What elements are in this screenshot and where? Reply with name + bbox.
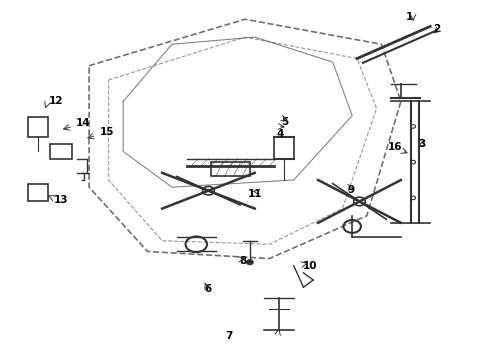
Text: 10: 10 — [302, 261, 317, 271]
Text: 7: 7 — [225, 332, 233, 342]
Text: 2: 2 — [433, 24, 440, 34]
Text: 9: 9 — [347, 185, 354, 195]
Text: 13: 13 — [54, 195, 69, 204]
Bar — [50, 144, 72, 158]
Text: 1: 1 — [406, 12, 413, 22]
Text: 3: 3 — [418, 139, 425, 149]
Text: 12: 12 — [49, 96, 64, 106]
Bar — [211, 162, 250, 176]
Text: 6: 6 — [205, 284, 212, 294]
Text: 4: 4 — [277, 129, 284, 139]
Bar — [28, 117, 48, 137]
Text: 14: 14 — [76, 118, 91, 128]
Circle shape — [246, 260, 253, 265]
Text: 5: 5 — [282, 117, 289, 127]
Bar — [28, 184, 48, 202]
Text: 11: 11 — [247, 189, 262, 199]
Text: 16: 16 — [388, 142, 402, 152]
Text: 15: 15 — [100, 127, 115, 137]
Text: 8: 8 — [239, 256, 246, 266]
